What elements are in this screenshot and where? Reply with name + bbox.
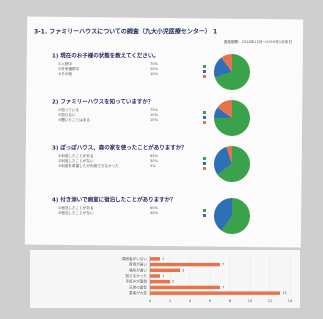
option-value: 30% [150,159,159,163]
option-text: ①知っている [58,107,79,112]
subtitle: 実施期間：2018年12月〜2019年1月末日 [224,39,292,44]
option-text: ③その他 [58,71,72,76]
legend-swatch [203,65,206,68]
bar-value: 2 [172,280,174,284]
bar-value: 1 [162,274,164,278]
option-value: 70% [150,62,159,66]
legend-swatch [203,209,206,212]
bar [150,280,170,283]
legend-swatch [203,70,206,73]
bar [150,269,180,272]
question-title: 1) 現在のお子様の状態を教えてください。 [52,52,159,60]
option-value: 10% [150,113,159,117]
x-tick-label: 2 [169,299,171,303]
x-tick-label: 10 [248,299,253,303]
y-tick-label: 場所が遠い [129,267,147,272]
legend-swatch [203,162,206,165]
bar [150,274,160,277]
option-text: ②外来通院中 [58,66,80,71]
y-tick-label: 知らなかった [125,273,147,278]
paper-bottom [30,250,300,308]
bar-value: 7 [222,263,224,267]
option-value: 5% [150,164,156,168]
title: 3-1. ファミリーハウスについての調査（九大小児医療センター） 1 [34,28,217,36]
option-value: 65% [150,154,159,158]
option-text: ③聞いたことはある [58,117,90,122]
x-tick-label: 14 [288,299,293,303]
question-title: 2) ファミリーハウスを知っていますか？ [52,98,153,106]
option-value: 75% [150,108,159,112]
bar [150,257,160,260]
option-value: 10% [150,72,159,76]
bar-value: 3 [182,268,184,272]
question-title: 4) 付き添いで病室に宿泊したことがありますか？ [52,196,176,204]
bar-value: 7 [222,285,224,289]
legend-swatch [203,75,206,78]
legend-swatch [203,157,206,160]
screenshot: 3-1. ファミリーハウスについての調査（九大小児医療センター） 1 実施期間：… [0,0,323,319]
bar [150,263,220,266]
option-value: 60% [150,206,159,210]
y-tick-label: 兄弟の面会 [129,284,147,289]
x-tick-label: 12 [268,299,273,303]
bar [150,291,280,294]
y-tick-label: 周囲者がいない [122,256,148,261]
bar-value: 13 [282,291,287,295]
option-text: ②利用したことがない [58,158,94,163]
legend-swatch [203,121,206,124]
option-text: ①宿泊したことがある [58,205,94,210]
y-tick-label: 患者が大変 [129,290,147,295]
bar-value: 1 [162,257,164,261]
legend-swatch [203,111,206,114]
option-value: 15% [150,118,159,122]
legend-swatch [203,167,206,170]
option-value: 20% [150,67,159,71]
legend-swatch [203,116,206,119]
question-title: 3) ぽっぽハウス、森の家を使ったことがありますか？ [52,144,187,152]
y-tick-label: 手続きが面倒 [125,279,147,284]
option-text: ①入院中 [58,61,72,66]
bar [150,286,220,289]
option-text: ②宿泊したことがない [58,210,94,215]
y-tick-label: 費用が高い [129,262,147,267]
legend-swatch [203,214,206,217]
option-text: ③利用を希望したが利用できなかった [58,163,119,168]
option-text: ②知らない [58,112,76,117]
option-value: 40% [150,211,159,215]
option-text: ①利用したことがある [58,153,94,158]
